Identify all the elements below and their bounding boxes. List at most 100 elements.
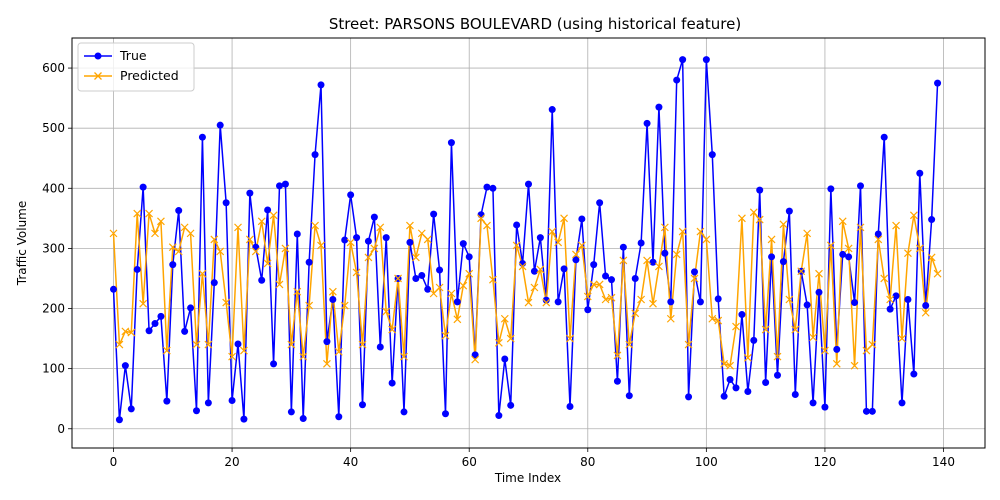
data-point-predicted	[364, 253, 373, 262]
data-point-true	[714, 295, 722, 303]
data-point-true	[608, 276, 615, 284]
data-point-predicted	[702, 235, 711, 244]
data-point-predicted	[340, 301, 349, 310]
data-point-predicted	[139, 299, 148, 308]
data-point-predicted	[257, 217, 266, 226]
data-point-predicted	[660, 223, 669, 232]
data-point-true	[613, 377, 621, 385]
data-point-true	[424, 285, 432, 293]
data-point-predicted	[720, 359, 729, 368]
data-point-true	[347, 191, 355, 199]
data-point-true	[821, 403, 829, 411]
data-point-predicted	[121, 327, 130, 336]
data-point-predicted	[394, 274, 402, 283]
data-point-true	[276, 182, 283, 190]
data-point-true	[827, 185, 835, 193]
data-point-true	[204, 399, 212, 407]
y-tick-label: 200	[42, 302, 65, 316]
data-point-predicted	[180, 223, 189, 232]
data-point-predicted	[542, 298, 551, 307]
data-point-predicted	[607, 293, 616, 302]
data-point-true	[667, 298, 675, 306]
data-point-predicted	[726, 361, 734, 370]
data-point-predicted	[892, 221, 900, 230]
data-point-predicted	[210, 235, 219, 244]
data-point-true	[222, 199, 230, 207]
data-point-predicted	[577, 241, 586, 250]
data-point-true	[436, 266, 444, 274]
data-point-true	[465, 253, 473, 261]
data-point-predicted	[560, 214, 568, 223]
data-point-true	[335, 413, 343, 421]
data-point-true	[750, 336, 758, 344]
data-point-true	[175, 207, 183, 215]
y-tick-label: 400	[42, 181, 65, 195]
data-point-true	[471, 351, 479, 359]
data-point-true	[774, 371, 781, 379]
data-point-true	[293, 230, 301, 238]
data-point-true	[305, 258, 313, 266]
y-tick-label: 300	[42, 241, 65, 255]
data-point-true	[845, 253, 853, 261]
x-tick-label: 20	[224, 455, 239, 469]
data-point-predicted	[678, 227, 687, 236]
data-point-predicted	[832, 359, 841, 368]
data-point-predicted	[157, 217, 165, 226]
data-point-predicted	[874, 235, 883, 244]
data-point-predicted	[222, 298, 231, 307]
data-point-predicted	[447, 289, 456, 298]
data-point-predicted	[216, 247, 225, 256]
data-point-true	[542, 296, 550, 304]
data-point-predicted	[411, 253, 420, 262]
data-point-predicted	[595, 280, 604, 289]
data-point-predicted	[809, 333, 817, 342]
data-point-predicted	[465, 269, 474, 278]
data-point-true	[258, 276, 266, 284]
data-point-predicted	[400, 352, 408, 361]
data-point-true	[815, 288, 823, 296]
x-tick-label: 40	[343, 455, 358, 469]
data-point-true	[210, 279, 218, 287]
data-point-predicted	[192, 340, 201, 349]
data-point-predicted	[637, 295, 646, 304]
data-point-predicted	[738, 214, 746, 223]
x-axis-label: Time Index	[494, 471, 561, 485]
data-point-true	[489, 184, 497, 192]
data-point-predicted	[619, 256, 628, 265]
data-point-predicted	[453, 315, 462, 324]
legend: True Predicted	[77, 42, 195, 92]
data-point-predicted	[168, 243, 177, 252]
data-point-predicted	[127, 328, 136, 337]
data-point-true	[536, 234, 544, 242]
data-point-true	[673, 76, 681, 84]
data-point-predicted	[311, 221, 319, 230]
data-point-true	[862, 407, 870, 415]
x-tick-label: 80	[580, 455, 595, 469]
data-point-true	[281, 180, 289, 188]
data-point-true	[631, 274, 639, 282]
data-point-predicted	[305, 301, 314, 310]
data-point-predicted	[909, 211, 918, 220]
data-point-predicted	[779, 220, 788, 229]
data-point-true	[507, 401, 515, 409]
series-markers	[109, 56, 942, 424]
data-point-true	[868, 407, 876, 415]
data-point-predicted	[572, 250, 580, 259]
y-axis-ticks: 0 100 200 300 400 500 600	[42, 61, 72, 436]
data-point-predicted	[494, 338, 503, 347]
data-point-predicted	[109, 229, 118, 238]
data-point-predicted	[743, 353, 752, 362]
x-tick-label: 0	[110, 455, 118, 469]
data-point-true	[364, 237, 372, 245]
data-point-predicted	[773, 352, 782, 361]
data-point-true	[459, 240, 467, 248]
data-point-predicted	[803, 229, 812, 238]
data-point-true	[596, 199, 604, 207]
data-point-predicted	[115, 340, 124, 349]
data-point-predicted	[370, 244, 379, 253]
data-point-predicted	[269, 211, 278, 220]
data-point-true	[560, 265, 568, 273]
data-point-true	[477, 211, 485, 219]
data-point-predicted	[625, 340, 634, 349]
data-point-predicted	[601, 295, 610, 304]
